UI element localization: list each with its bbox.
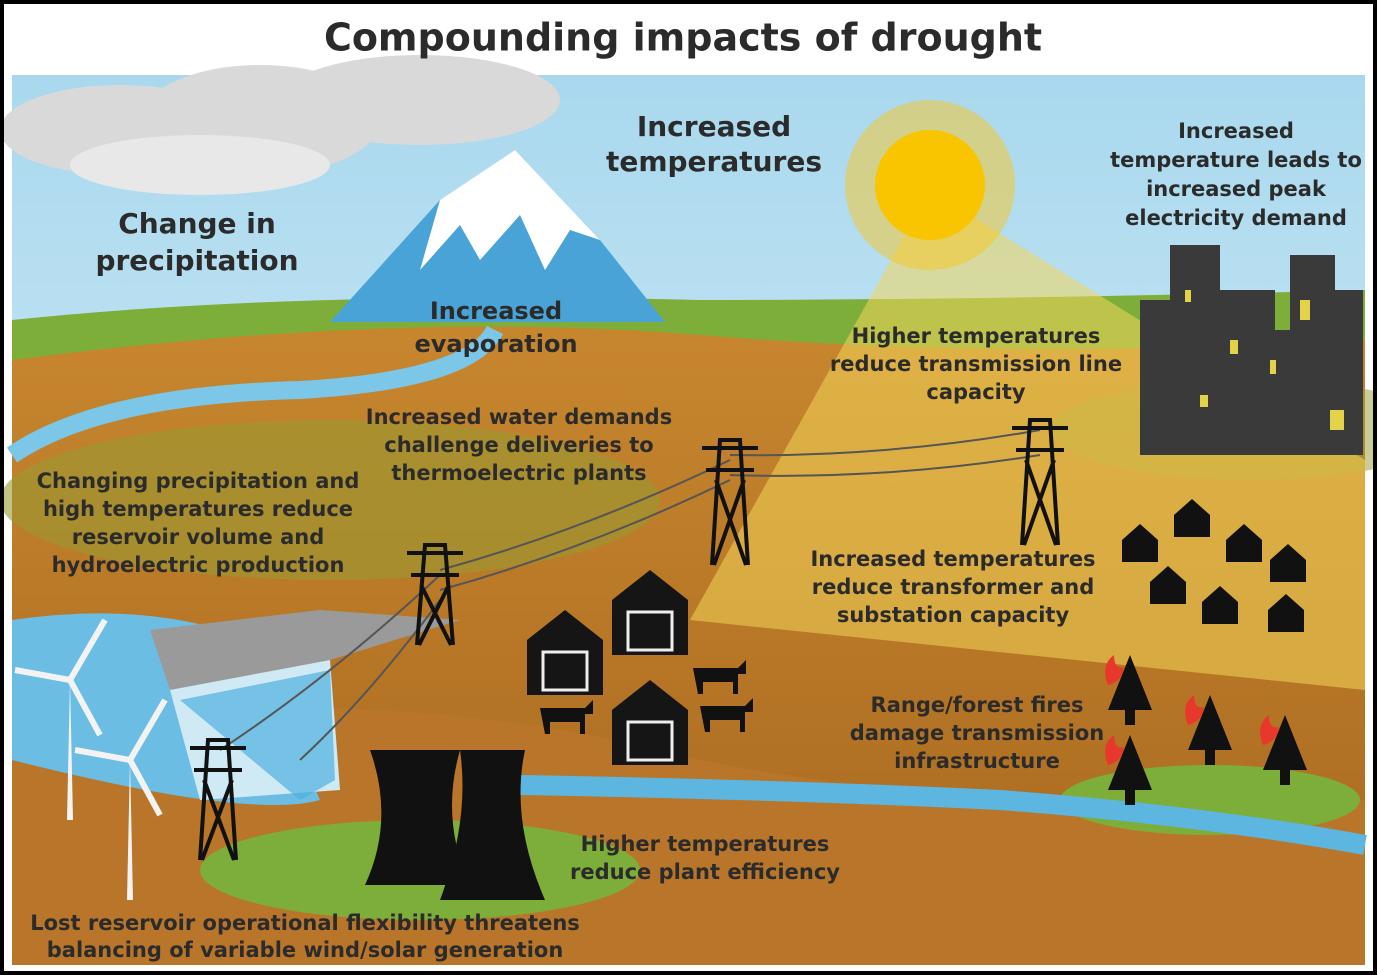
caption: temperatures	[606, 145, 822, 178]
caption: challenge deliveries to	[384, 433, 653, 457]
caption: reduce plant efficiency	[570, 860, 840, 884]
title: Compounding impacts of drought	[324, 16, 1042, 60]
caption: evaporation	[414, 330, 577, 358]
caption: electricity demand	[1125, 206, 1347, 230]
caption: Higher temperatures	[852, 324, 1101, 348]
caption: Change in	[118, 207, 276, 240]
caption: Increased	[1178, 119, 1294, 143]
caption: damage transmission	[850, 721, 1105, 745]
caption: increased peak	[1146, 177, 1327, 201]
caption: Increased	[637, 110, 791, 143]
caption: substation capacity	[837, 603, 1070, 627]
caption: Increased water demands	[366, 405, 672, 429]
caption: reduce transformer and	[812, 575, 1094, 599]
caption: high temperatures reduce	[43, 497, 353, 521]
caption: Lost reservoir operational flexibility t…	[30, 911, 580, 935]
caption: Higher temperatures	[581, 832, 830, 856]
caption: reduce transmission line	[830, 352, 1122, 376]
caption: Increased	[430, 297, 562, 325]
caption: balancing of variable wind/solar generat…	[47, 938, 564, 962]
caption: reservoir volume and	[72, 525, 325, 549]
sun	[845, 100, 1015, 270]
caption: precipitation	[95, 244, 298, 277]
caption: Increased temperatures	[810, 547, 1095, 571]
caption: hydroelectric production	[52, 553, 345, 577]
caption: capacity	[926, 380, 1026, 404]
caption: Changing precipitation and	[37, 469, 360, 493]
caption: temperature leads to	[1110, 148, 1362, 172]
caption: infrastructure	[894, 749, 1060, 773]
infographic: Compounding impacts of drought Change in…	[0, 0, 1377, 975]
caption: thermoelectric plants	[391, 461, 646, 485]
caption: Range/forest fires	[871, 693, 1084, 717]
